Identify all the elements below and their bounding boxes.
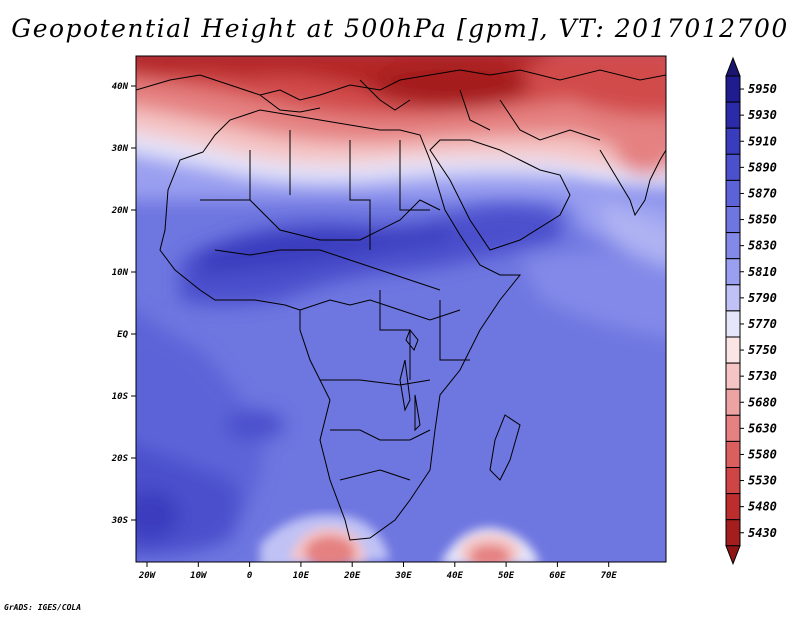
- colorbar-label: 5870: [748, 186, 777, 200]
- colorbar-label: 5630: [748, 421, 777, 435]
- lat-tick-label: 20N: [111, 206, 129, 216]
- colorbar-label: 5910: [748, 134, 777, 148]
- lon-tick-label: 20W: [138, 571, 157, 581]
- colorbar-cell: [725, 206, 741, 234]
- colorbar-bottom-arrow: [725, 545, 741, 566]
- colorbar-label: 5680: [748, 395, 777, 409]
- colorbar-top-arrow: [725, 56, 741, 77]
- colorbar-label: 5790: [748, 291, 777, 305]
- map-title: Geopotential Height at 500hPa [gpm], VT:…: [11, 14, 789, 43]
- colorbar-label: 5850: [748, 213, 777, 227]
- colorbar-label: 5950: [748, 82, 777, 96]
- colorbar-cell: [725, 388, 741, 416]
- longitude-axis: 20W 10W 0 10E 20E 30E 40E 50E 60E 70E: [138, 562, 618, 581]
- colorbar-label: 5810: [748, 265, 777, 279]
- lon-tick-label: 20E: [343, 571, 361, 581]
- colorbar-label: 5530: [748, 474, 777, 488]
- colorbar-label: 5580: [748, 447, 777, 461]
- latitude-axis: 40N 30N 20N 10N EQ 10S 20S 30S: [111, 82, 136, 526]
- lat-tick-label: 10S: [112, 392, 129, 402]
- lon-tick-label: 60E: [549, 571, 566, 581]
- colorbar-cell: [725, 362, 741, 390]
- colorbar-cell: [725, 127, 741, 155]
- colorbar-cell: [725, 336, 741, 364]
- lon-tick-label: 10W: [190, 571, 208, 581]
- lon-tick-label: 10E: [293, 571, 310, 581]
- colorbar-cell: [725, 258, 741, 286]
- lon-tick-label: 70E: [601, 571, 618, 581]
- lat-tick-label: 30S: [111, 516, 129, 526]
- colorbar-label: 5750: [748, 343, 777, 357]
- colorbar-label: 5730: [748, 369, 777, 383]
- colorbar-label: 5930: [748, 108, 777, 122]
- lon-tick-label: 40E: [447, 571, 464, 581]
- colorbar-label: 5830: [748, 239, 777, 253]
- lat-tick-label: 10N: [112, 268, 129, 278]
- colorbar-cell: [725, 414, 741, 442]
- colorbar-cell: [725, 153, 741, 181]
- colorbar-cell: [725, 179, 741, 207]
- colorbar-cell: [725, 519, 741, 547]
- colorbar-label: 5890: [748, 160, 777, 174]
- colorbar-cell: [725, 440, 741, 468]
- colorbar-cell: [725, 467, 741, 495]
- lat-tick-label: EQ: [117, 330, 128, 340]
- colorbar-label: 5770: [748, 317, 777, 331]
- lon-tick-label: 50E: [498, 571, 515, 581]
- map-frame: [135, 55, 667, 563]
- grads-credit: GrADS: IGES/COLA: [4, 603, 82, 612]
- lat-tick-label: 20S: [111, 454, 129, 464]
- colorbar-label: 5430: [748, 526, 777, 540]
- colorbar-cell: [725, 232, 741, 260]
- coastlines: [136, 69, 666, 541]
- colorbar-cell: [725, 75, 741, 103]
- lat-tick-label: 30N: [111, 144, 129, 154]
- colorbar-cell: [725, 101, 741, 129]
- lon-tick-label: 30E: [394, 571, 412, 581]
- colorbar-cell: [725, 284, 741, 312]
- lon-tick-label: 0: [247, 571, 253, 581]
- colorbar-label: 5480: [748, 500, 777, 514]
- height-field: [136, 56, 666, 562]
- lat-tick-label: 40N: [112, 82, 129, 92]
- colorbar-cell: [725, 493, 741, 521]
- colorbar-cell: [725, 310, 741, 338]
